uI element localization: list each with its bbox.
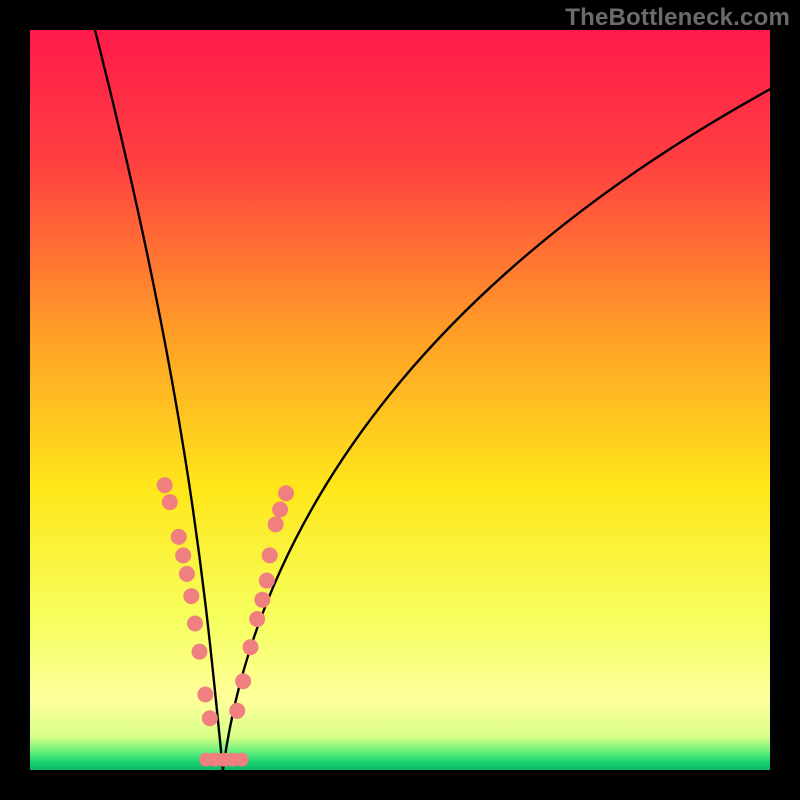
curve-dot [175,547,191,563]
curve-dot [197,687,213,703]
curve-dot [249,611,265,627]
curve-dot [268,516,284,532]
curve-dot [187,615,203,631]
chart-stage: TheBottleneck.com [0,0,800,800]
curve-dot [243,639,259,655]
curve-dot [259,573,275,589]
curve-dot [179,566,195,582]
curve-dot [162,494,178,510]
watermark-text: TheBottleneck.com [565,4,790,32]
curve-dot [272,502,288,518]
curve-dot [278,485,294,501]
curve-dot [157,477,173,493]
curve-dot [254,592,270,608]
curve-dot [235,673,251,689]
curve-dot [262,547,278,563]
curve-dot [183,588,199,604]
bottom-dot [235,753,249,767]
curve-dot [191,644,207,660]
plot-background [30,30,770,770]
curve-dot [171,529,187,545]
curve-dot [202,710,218,726]
chart-svg [0,0,800,800]
curve-dot [229,703,245,719]
